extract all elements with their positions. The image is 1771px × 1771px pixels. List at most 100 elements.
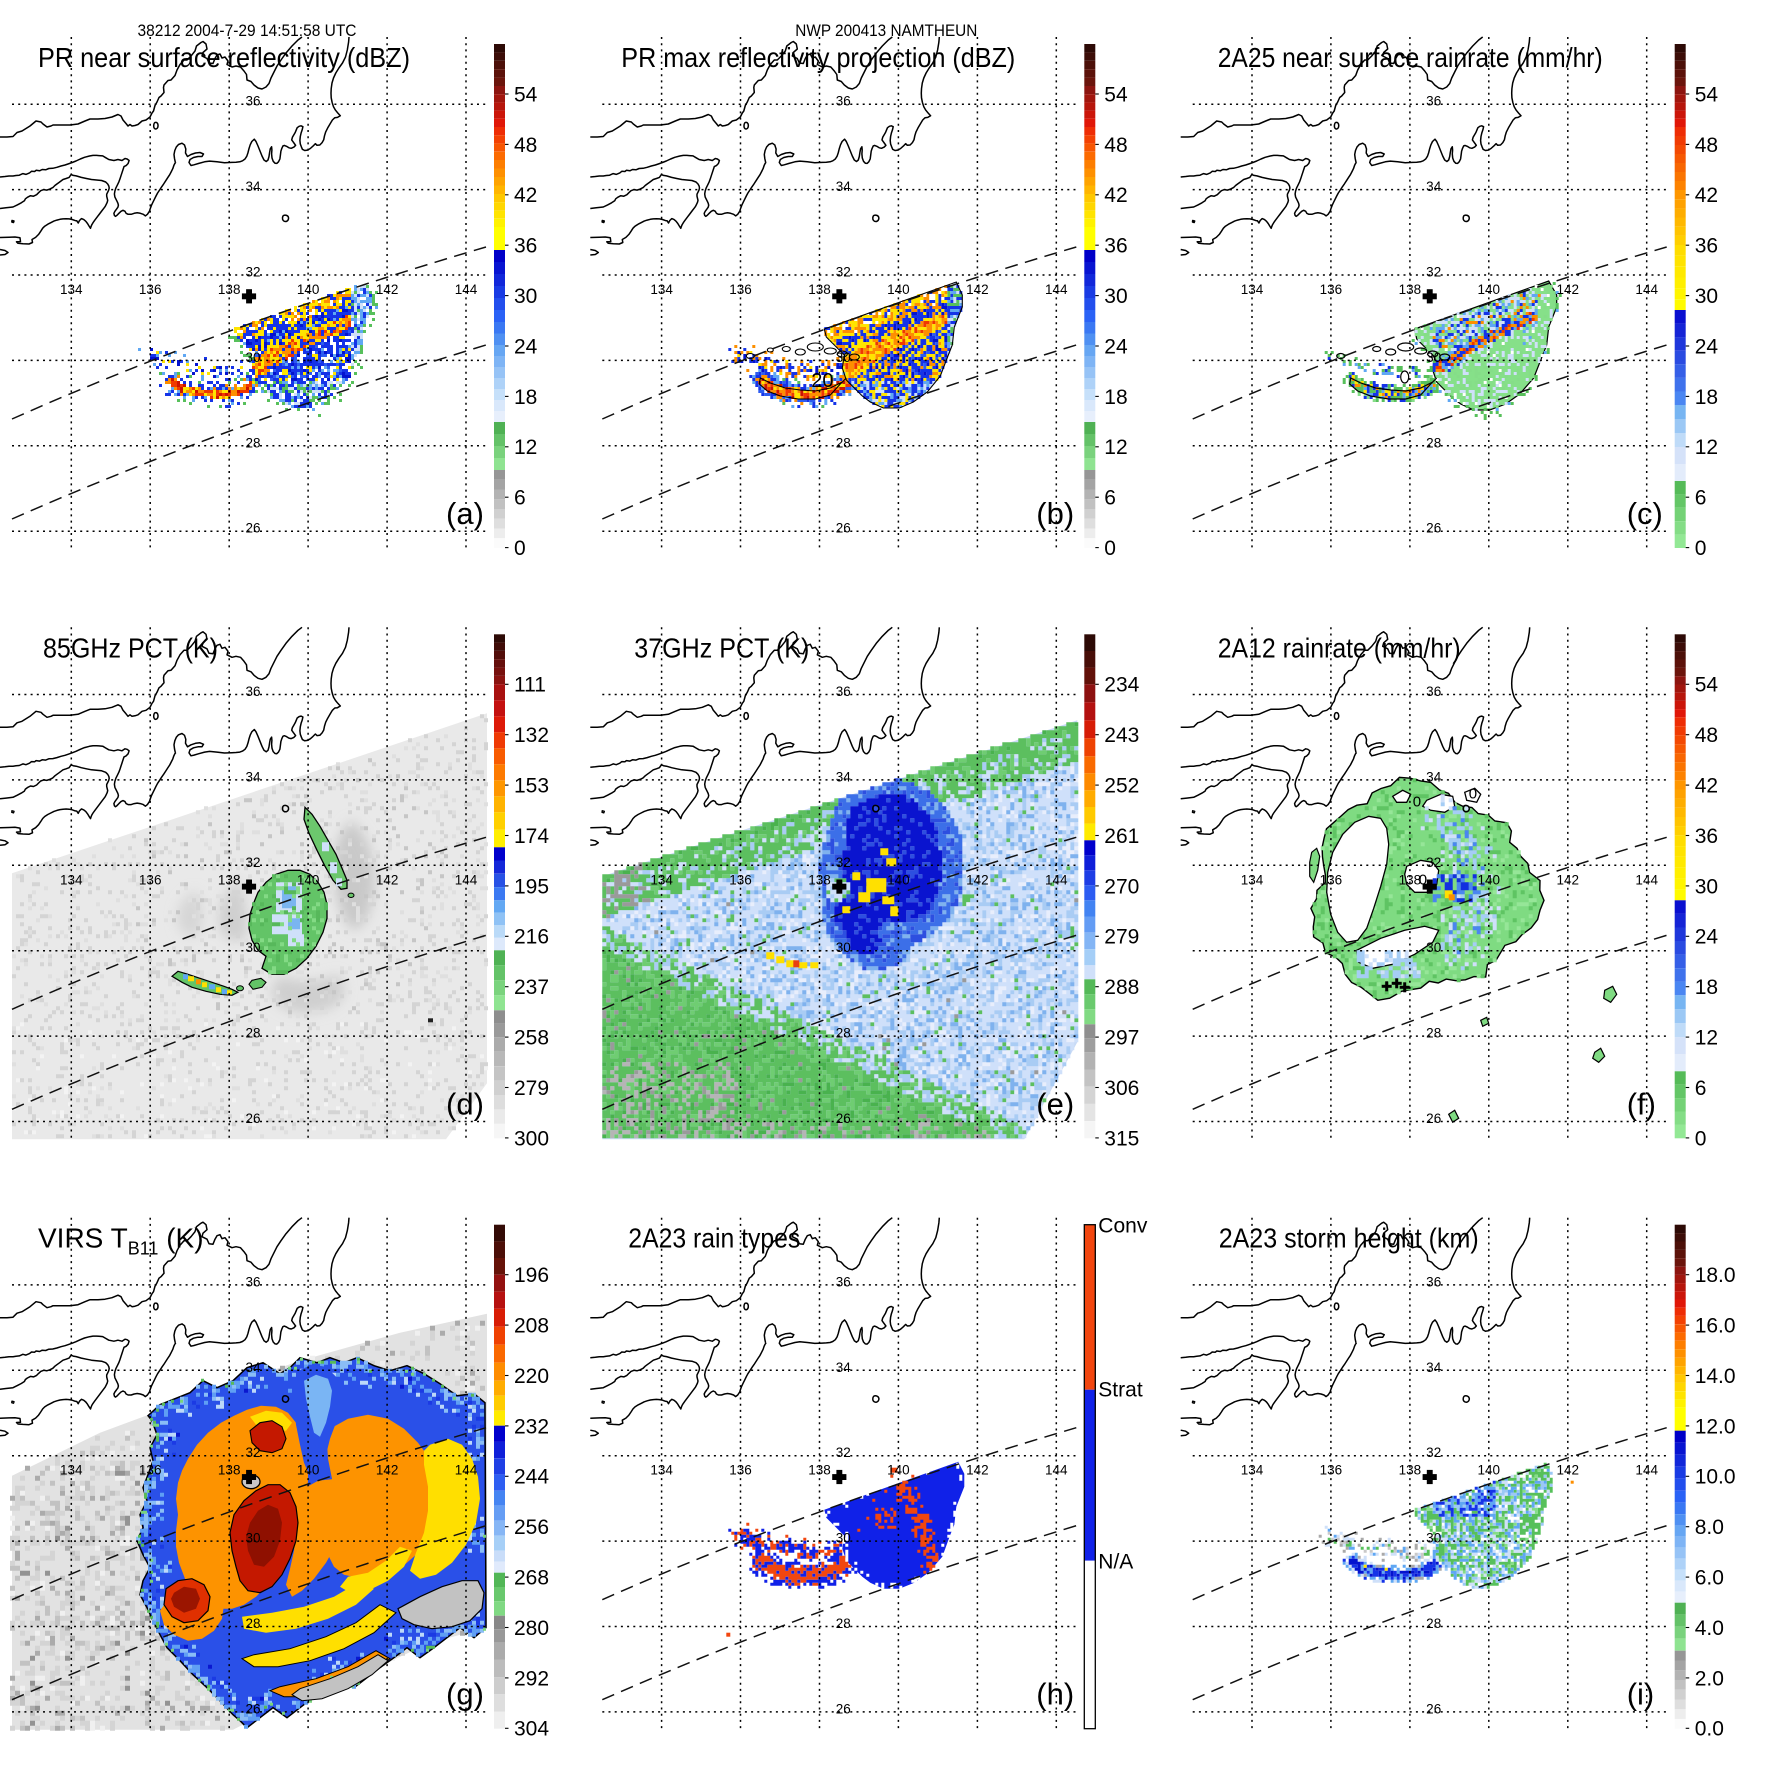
svg-text:0: 0 (1419, 871, 1427, 888)
svg-text:12: 12 (1695, 436, 1718, 459)
svg-text:0: 0 (1469, 785, 1477, 802)
svg-text:30: 30 (1695, 285, 1718, 308)
svg-text:N/A: N/A (1098, 1551, 1133, 1574)
svg-text:(f): (f) (1627, 1086, 1656, 1121)
svg-text:140: 140 (297, 1463, 320, 1478)
svg-text:258: 258 (514, 1027, 549, 1050)
svg-text:142: 142 (1557, 872, 1580, 887)
svg-text:0: 0 (1104, 537, 1116, 560)
svg-text:232: 232 (514, 1415, 549, 1438)
svg-text:36: 36 (514, 235, 537, 258)
svg-text:0: 0 (1695, 537, 1707, 560)
svg-text:144: 144 (1635, 282, 1658, 297)
svg-text:36: 36 (1426, 684, 1441, 699)
svg-text:30: 30 (1104, 285, 1127, 308)
svg-text:30: 30 (245, 940, 260, 955)
svg-text:0: 0 (514, 537, 526, 560)
svg-text:VIRS TB11 (K): VIRS TB11 (K) (38, 1223, 204, 1259)
svg-text:142: 142 (966, 1463, 989, 1478)
svg-text:32: 32 (1426, 855, 1441, 870)
svg-text:26: 26 (1426, 521, 1441, 536)
svg-text:30: 30 (1426, 1531, 1441, 1546)
svg-text:24: 24 (1695, 335, 1719, 358)
svg-text:268: 268 (514, 1567, 549, 1590)
svg-text:134: 134 (1241, 1463, 1264, 1478)
svg-text:196: 196 (514, 1264, 549, 1287)
svg-text:4.0: 4.0 (1695, 1617, 1724, 1640)
svg-text:6.0: 6.0 (1695, 1567, 1724, 1590)
svg-text:132: 132 (514, 724, 549, 747)
svg-text:279: 279 (1104, 926, 1139, 949)
svg-text:136: 136 (139, 872, 162, 887)
svg-text:144: 144 (1045, 872, 1068, 887)
svg-text:42: 42 (514, 184, 537, 207)
svg-text:54: 54 (1695, 674, 1719, 697)
svg-text:26: 26 (836, 521, 851, 536)
svg-text:136: 136 (729, 282, 752, 297)
svg-text:134: 134 (650, 1463, 673, 1478)
svg-text:2.0: 2.0 (1695, 1667, 1724, 1690)
svg-text:54: 54 (514, 83, 538, 106)
svg-text:144: 144 (1045, 1463, 1068, 1478)
svg-text:12.0: 12.0 (1695, 1415, 1736, 1438)
svg-text:140: 140 (297, 872, 320, 887)
svg-text:32: 32 (836, 265, 851, 280)
svg-text:30: 30 (1426, 350, 1441, 365)
svg-text:28: 28 (245, 1616, 260, 1631)
svg-text:134: 134 (60, 282, 83, 297)
svg-text:142: 142 (376, 282, 399, 297)
svg-text:136: 136 (1320, 1463, 1343, 1478)
svg-text:142: 142 (376, 1463, 399, 1478)
svg-text:297: 297 (1104, 1027, 1139, 1050)
svg-text:234: 234 (1104, 674, 1139, 697)
svg-text:270: 270 (1104, 875, 1139, 898)
svg-text:28: 28 (836, 435, 851, 450)
svg-text:34: 34 (836, 769, 852, 784)
svg-text:140: 140 (297, 282, 320, 297)
svg-text:37GHz PCT (K): 37GHz PCT (K) (634, 632, 809, 663)
svg-text:280: 280 (514, 1617, 549, 1640)
svg-text:6: 6 (1695, 1077, 1707, 1100)
svg-text:208: 208 (514, 1315, 549, 1338)
svg-text:36: 36 (1104, 235, 1127, 258)
svg-text:(c): (c) (1627, 496, 1663, 531)
svg-text:144: 144 (455, 1463, 478, 1478)
svg-text:144: 144 (1045, 282, 1068, 297)
svg-text:32: 32 (836, 1445, 851, 1460)
svg-text:292: 292 (514, 1667, 549, 1690)
svg-text:144: 144 (455, 282, 478, 297)
svg-text:237: 237 (514, 976, 549, 999)
svg-text:(d): (d) (446, 1086, 484, 1121)
svg-text:142: 142 (376, 872, 399, 887)
svg-text:36: 36 (836, 94, 851, 109)
svg-text:6: 6 (1104, 487, 1116, 510)
svg-text:(e): (e) (1036, 1086, 1074, 1121)
svg-text:36: 36 (1426, 94, 1441, 109)
svg-text:NWP 200413 NAMTHEUN: NWP 200413 NAMTHEUN (795, 21, 977, 40)
svg-text:34: 34 (245, 769, 261, 784)
svg-text:256: 256 (514, 1516, 549, 1539)
svg-text:0: 0 (1413, 793, 1421, 810)
svg-text:195: 195 (514, 875, 549, 898)
svg-text:2A23 rain types: 2A23 rain types (628, 1223, 800, 1254)
svg-text:134: 134 (650, 872, 673, 887)
svg-text:30: 30 (514, 285, 537, 308)
svg-text:153: 153 (514, 775, 549, 798)
svg-text:18: 18 (1104, 386, 1127, 409)
svg-text:34: 34 (245, 179, 261, 194)
svg-text:252: 252 (1104, 775, 1139, 798)
svg-text:136: 136 (729, 872, 752, 887)
svg-text:6: 6 (514, 487, 526, 510)
svg-text:136: 136 (1320, 282, 1343, 297)
svg-text:32: 32 (836, 855, 851, 870)
svg-text:16.0: 16.0 (1695, 1315, 1736, 1338)
svg-text:36: 36 (1426, 1274, 1441, 1289)
svg-text:26: 26 (245, 1701, 260, 1716)
svg-text:30: 30 (1695, 875, 1718, 898)
svg-text:30: 30 (836, 350, 851, 365)
svg-text:26: 26 (245, 1111, 260, 1126)
svg-text:138: 138 (218, 872, 241, 887)
svg-text:18.0: 18.0 (1695, 1264, 1736, 1287)
svg-text:134: 134 (1241, 282, 1264, 297)
svg-text:138: 138 (1399, 1463, 1422, 1478)
